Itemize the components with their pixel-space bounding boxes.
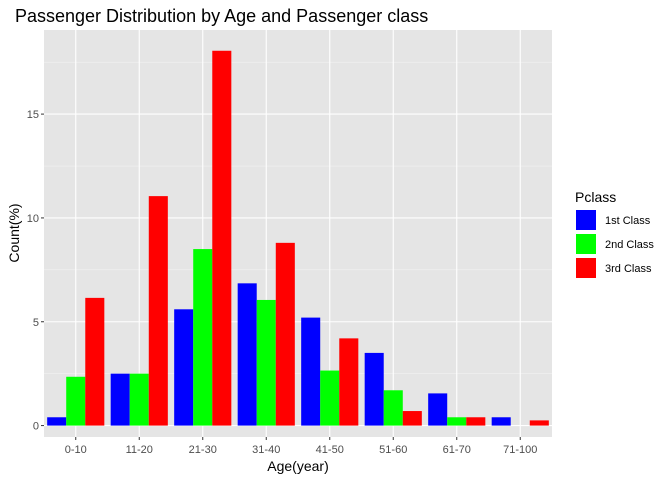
bar bbox=[110, 373, 130, 426]
bar bbox=[212, 50, 232, 426]
x-tick-label: 21-30 bbox=[189, 444, 217, 456]
x-tick-label: 51-60 bbox=[379, 444, 407, 456]
legend-label: 3rd Class bbox=[605, 263, 652, 275]
legend-swatch bbox=[576, 258, 596, 278]
y-axis-title: Count(%) bbox=[6, 203, 22, 262]
plot-panel bbox=[44, 30, 552, 437]
bar bbox=[447, 417, 467, 426]
y-tick-label: 15 bbox=[27, 109, 39, 121]
bar bbox=[174, 309, 194, 426]
y-tick-label: 5 bbox=[33, 317, 39, 329]
bar bbox=[193, 249, 213, 426]
x-axis: 0-10 11-20 21-30 31-40 41-50 51-60 61-70 71-100 bbox=[65, 437, 537, 456]
bar bbox=[66, 376, 86, 426]
bar bbox=[129, 373, 149, 426]
bar bbox=[47, 417, 67, 426]
legend: Pclass 1st Class 2nd Class 3rd Class bbox=[575, 189, 654, 278]
bar bbox=[301, 317, 321, 426]
bar bbox=[364, 352, 384, 426]
x-tick-label: 0-10 bbox=[65, 444, 87, 456]
legend-title: Pclass bbox=[575, 189, 616, 205]
bar bbox=[148, 196, 168, 426]
bar bbox=[402, 411, 422, 426]
legend-label: 1st Class bbox=[605, 215, 651, 227]
bar bbox=[237, 283, 257, 426]
bar bbox=[320, 370, 340, 426]
bar bbox=[529, 420, 549, 426]
bar bbox=[428, 393, 448, 426]
x-tick-label: 61-70 bbox=[443, 444, 471, 456]
bar bbox=[339, 338, 359, 426]
x-tick-label: 71-100 bbox=[503, 444, 537, 456]
x-tick-label: 31-40 bbox=[252, 444, 280, 456]
x-axis-title: Age(year) bbox=[267, 458, 328, 474]
x-tick-label: 41-50 bbox=[316, 444, 344, 456]
y-tick-label: 0 bbox=[33, 421, 39, 433]
bar bbox=[85, 297, 105, 426]
bar bbox=[383, 390, 403, 426]
y-axis: 0 5 10 15 bbox=[27, 109, 44, 433]
bar bbox=[466, 417, 486, 426]
x-tick-label: 11-20 bbox=[126, 444, 153, 456]
bars bbox=[47, 50, 549, 426]
chart-title: Passenger Distribution by Age and Passen… bbox=[15, 6, 428, 26]
bar bbox=[491, 417, 511, 426]
legend-label: 2nd Class bbox=[605, 239, 654, 251]
y-tick-label: 10 bbox=[27, 213, 39, 225]
bar bbox=[256, 299, 276, 426]
bar bbox=[275, 242, 295, 426]
legend-swatch bbox=[576, 234, 596, 254]
legend-swatch bbox=[576, 210, 596, 230]
